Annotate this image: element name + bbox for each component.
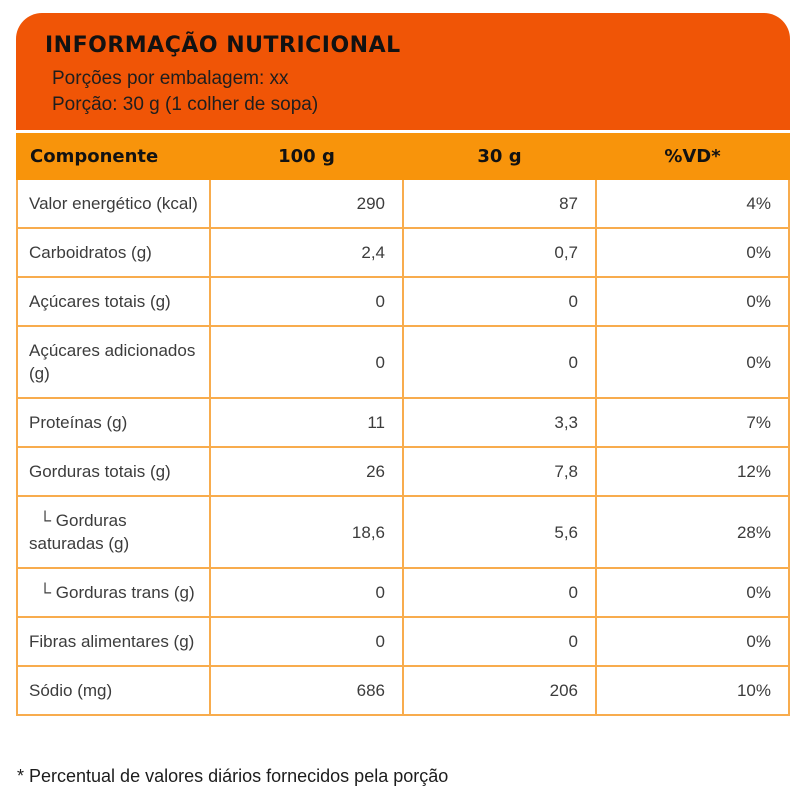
table-row: Proteínas (g) 11 3,3 7%: [16, 397, 790, 448]
value-vd: 28%: [595, 495, 790, 569]
value-30g: 0: [402, 325, 597, 399]
table-row: Açúcares adicionados (g) 0 0 0%: [16, 325, 790, 399]
column-header-30g: 30 g: [402, 133, 597, 180]
component-name: Sódio (mg): [16, 665, 211, 716]
value-100g: 26: [209, 446, 404, 497]
column-header-100g: 100 g: [209, 133, 404, 180]
component-name: └ Gorduras saturadas (g): [16, 495, 211, 569]
table-header: Componente 100 g 30 g %VD*: [16, 133, 790, 180]
value-vd: 0%: [595, 227, 790, 278]
value-vd: 7%: [595, 397, 790, 448]
component-name: Proteínas (g): [16, 397, 211, 448]
label-header: INFORMAÇÃO NUTRICIONAL Porções por embal…: [16, 13, 790, 130]
value-100g: 0: [209, 276, 404, 327]
value-30g: 0: [402, 276, 597, 327]
value-30g: 0,7: [402, 227, 597, 278]
table-row: Sódio (mg) 686 206 10%: [16, 665, 790, 716]
component-name: Valor energético (kcal): [16, 178, 211, 229]
value-30g: 0: [402, 567, 597, 618]
value-100g: 11: [209, 397, 404, 448]
component-name: Gorduras totais (g): [16, 446, 211, 497]
column-header-componente: Componente: [16, 133, 211, 180]
label-title: INFORMAÇÃO NUTRICIONAL: [45, 33, 401, 58]
value-100g: 0: [209, 567, 404, 618]
header-row: Componente 100 g 30 g %VD*: [16, 133, 790, 180]
table-row: Carboidratos (g) 2,4 0,7 0%: [16, 227, 790, 278]
value-30g: 87: [402, 178, 597, 229]
component-name: Açúcares adicionados (g): [16, 325, 211, 399]
value-100g: 0: [209, 325, 404, 399]
value-vd: 4%: [595, 178, 790, 229]
value-100g: 2,4: [209, 227, 404, 278]
value-100g: 290: [209, 178, 404, 229]
component-name: Carboidratos (g): [16, 227, 211, 278]
table-row: └ Gorduras saturadas (g) 18,6 5,6 28%: [16, 495, 790, 569]
component-name: Açúcares totais (g): [16, 276, 211, 327]
value-30g: 5,6: [402, 495, 597, 569]
value-30g: 7,8: [402, 446, 597, 497]
value-30g: 3,3: [402, 397, 597, 448]
component-name: Fibras alimentares (g): [16, 616, 211, 667]
servings-per-package: Porções por embalagem: xx: [52, 68, 289, 89]
table-row: Valor energético (kcal) 290 87 4%: [16, 178, 790, 229]
value-100g: 0: [209, 616, 404, 667]
value-100g: 686: [209, 665, 404, 716]
value-30g: 0: [402, 616, 597, 667]
table-body: Valor energético (kcal) 290 87 4% Carboidrat…: [16, 178, 790, 716]
value-vd: 12%: [595, 446, 790, 497]
value-vd: 10%: [595, 665, 790, 716]
table-row: Fibras alimentares (g) 0 0 0%: [16, 616, 790, 667]
value-100g: 18,6: [209, 495, 404, 569]
column-header-vd: %VD*: [595, 133, 790, 180]
table-row: Açúcares totais (g) 0 0 0%: [16, 276, 790, 327]
component-name: └ Gorduras trans (g): [16, 567, 211, 618]
nutrition-table: Componente 100 g 30 g %VD* Valor energét…: [16, 133, 790, 716]
value-vd: 0%: [595, 325, 790, 399]
serving-size: Porção: 30 g (1 colher de sopa): [52, 94, 319, 115]
value-vd: 0%: [595, 616, 790, 667]
value-vd: 0%: [595, 567, 790, 618]
value-vd: 0%: [595, 276, 790, 327]
footnote: * Percentual de valores diários fornecid…: [17, 766, 449, 786]
table-row: └ Gorduras trans (g) 0 0 0%: [16, 567, 790, 618]
value-30g: 206: [402, 665, 597, 716]
table-row: Gorduras totais (g) 26 7,8 12%: [16, 446, 790, 497]
